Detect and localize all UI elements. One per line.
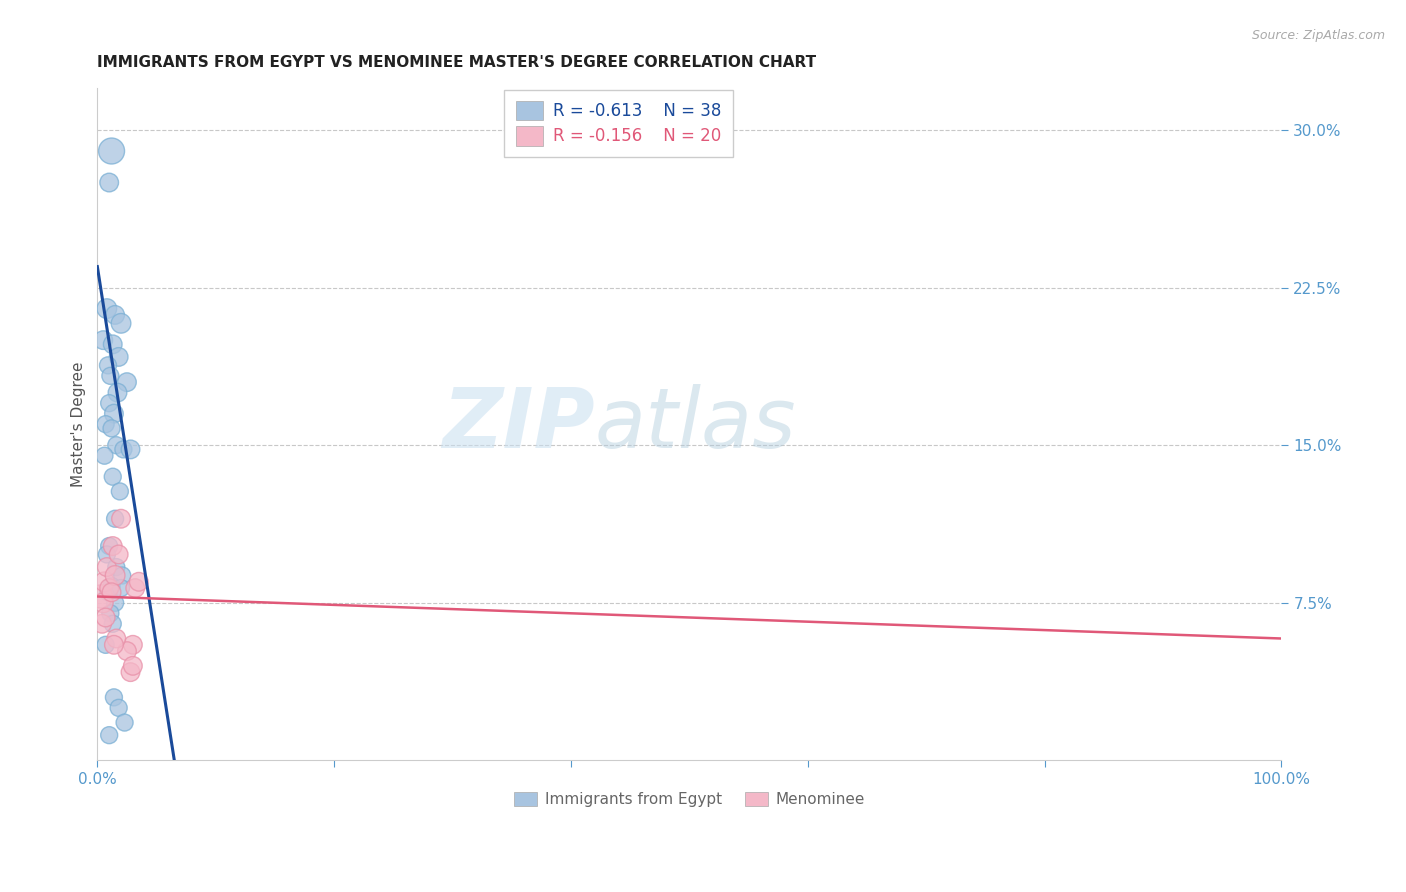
Point (98, 539, 121, 553)
Point (100, 144, 122, 158)
Point (111, 568, 134, 582)
Point (115, 644, 138, 658)
Point (91, 596, 114, 610)
Point (104, 308, 127, 322)
Point (103, 690, 125, 705)
Point (120, 665, 142, 680)
Point (96, 560, 118, 574)
Legend: Immigrants from Egypt, Menominee: Immigrants from Egypt, Menominee (508, 786, 870, 814)
Point (110, 581, 132, 595)
Point (93, 449, 115, 463)
Point (103, 407, 125, 421)
Point (94, 638, 117, 652)
Point (114, 715, 136, 730)
Point (108, 484, 131, 499)
Point (107, 548, 129, 562)
Point (112, 442, 135, 457)
Point (104, 512, 127, 526)
Point (128, 574, 150, 589)
Point (100, 421, 122, 435)
Point (98, 728, 121, 742)
Text: ZIP: ZIP (441, 384, 595, 465)
Point (100, 585, 122, 599)
Point (120, 442, 142, 457)
Point (93, 574, 115, 589)
Point (124, 581, 146, 595)
Point (96, 301, 118, 316)
Point (110, 512, 132, 526)
Point (94, 417, 117, 432)
Point (98, 581, 121, 595)
Point (100, 607, 122, 621)
Point (110, 316, 132, 330)
Point (104, 568, 127, 582)
Point (105, 438, 128, 452)
Point (104, 596, 127, 610)
Point (100, 368, 122, 383)
Point (101, 616, 124, 631)
Point (101, 469, 124, 483)
Point (105, 560, 128, 574)
Text: IMMIGRANTS FROM EGYPT VS MENOMINEE MASTER'S DEGREE CORRELATION CHART: IMMIGRANTS FROM EGYPT VS MENOMINEE MASTE… (97, 55, 817, 70)
Point (105, 632, 128, 646)
Point (97, 585, 120, 599)
Point (122, 638, 145, 652)
Point (98, 176, 121, 190)
Point (107, 701, 129, 715)
Point (97, 359, 120, 373)
Text: Source: ZipAtlas.com: Source: ZipAtlas.com (1251, 29, 1385, 42)
Point (98, 396, 121, 410)
Point (91, 616, 114, 631)
Point (96, 548, 118, 562)
Y-axis label: Master's Degree: Master's Degree (72, 361, 86, 487)
Point (107, 350, 129, 364)
Point (90, 590, 112, 604)
Point (100, 579, 122, 593)
Point (103, 638, 125, 652)
Point (101, 539, 124, 553)
Point (122, 658, 145, 673)
Text: atlas: atlas (595, 384, 796, 465)
Point (94, 610, 117, 624)
Point (91, 333, 114, 347)
Point (115, 375, 138, 389)
Point (101, 337, 124, 351)
Point (107, 385, 129, 400)
